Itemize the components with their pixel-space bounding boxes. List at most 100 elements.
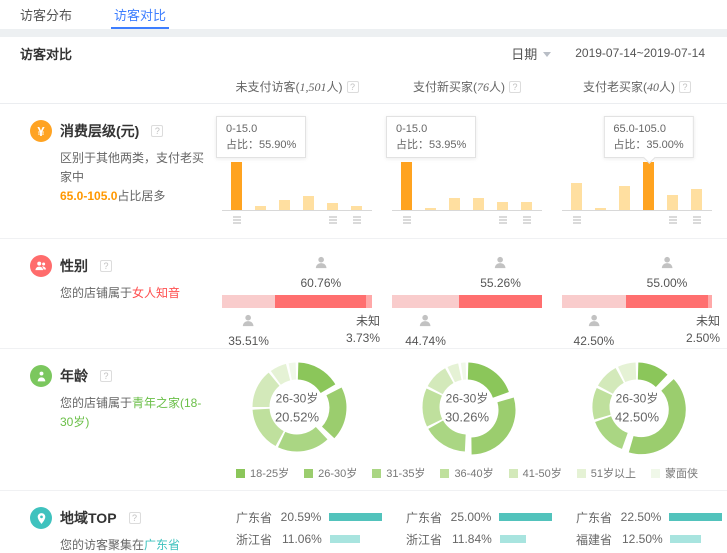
bar[interactable] [279, 200, 290, 210]
legend-label: 26-30岁 [318, 468, 358, 480]
legend-item[interactable]: 26-30岁 [304, 465, 357, 481]
region-bar[interactable] [500, 535, 526, 543]
bar[interactable] [497, 202, 508, 210]
donut-segment[interactable] [252, 408, 285, 447]
x-axis-tick-label [692, 216, 701, 218]
region-bar[interactable] [668, 513, 722, 521]
section-desc-region: 您的访客聚集在广东省 [60, 538, 181, 552]
help-icon[interactable] [346, 80, 359, 93]
legend-label: 41-50岁 [522, 468, 562, 480]
bar[interactable] [667, 195, 678, 210]
donut-segment[interactable] [321, 387, 347, 439]
legend-item[interactable]: 蒙面侠 [650, 465, 698, 481]
region-row: 浙江省 11.84% [406, 528, 552, 550]
help-icon[interactable] [100, 370, 112, 382]
donut-segment[interactable] [597, 367, 625, 395]
donut-segment[interactable] [618, 362, 637, 383]
legend-label: 36-40岁 [454, 468, 494, 480]
legend-item[interactable]: 18-25岁 [236, 465, 289, 481]
region-bar[interactable] [328, 513, 382, 521]
x-axis-line [222, 210, 372, 211]
bar[interactable] [595, 208, 606, 210]
bar-group [401, 160, 532, 210]
age-donut: 26-30岁 42.50% [585, 355, 689, 459]
bar[interactable] [521, 202, 532, 210]
legend-item[interactable]: 36-40岁 [440, 465, 494, 481]
donut-segment[interactable] [637, 362, 668, 388]
donut-center-label: 26-30岁 30.26% [445, 390, 489, 425]
donut-segment[interactable] [467, 362, 509, 399]
tab-visitor-comparison[interactable]: 访客对比 [111, 0, 170, 29]
donut-segment[interactable] [628, 379, 686, 455]
donut-segment[interactable] [270, 363, 291, 385]
donut-segment[interactable] [422, 388, 443, 427]
bar[interactable] [255, 206, 266, 210]
top-tab-bar: 访客分布 访客对比 [0, 0, 727, 29]
donut-segment[interactable] [427, 368, 454, 395]
legend-label: 51岁以上 [590, 468, 636, 480]
region-percent: 22.50% [620, 510, 662, 524]
date-range-value[interactable]: 2019-07-14~2019-07-14 [575, 46, 705, 60]
help-icon[interactable] [679, 80, 691, 93]
legend-item[interactable]: 31-35岁 [372, 465, 425, 481]
donut-segment[interactable] [428, 420, 467, 452]
bar[interactable] [473, 198, 484, 210]
gender-segment-female[interactable] [625, 295, 709, 308]
date-dropdown[interactable]: 日期 [511, 44, 552, 63]
donut-segment[interactable] [252, 372, 280, 408]
region-row: 广东省 20.59% [236, 506, 382, 528]
donut-segment[interactable] [278, 426, 328, 452]
bar-group [231, 160, 362, 210]
gender-segment-female[interactable] [459, 295, 542, 308]
region-bar[interactable] [498, 513, 552, 521]
region-bar[interactable] [330, 535, 360, 543]
donut-segment[interactable] [470, 397, 516, 455]
legend-swatch-icon [372, 468, 382, 478]
donut-segment[interactable] [447, 363, 462, 383]
bar[interactable] [327, 203, 338, 210]
bar[interactable] [571, 183, 582, 210]
gender-segment-unknown[interactable] [366, 295, 372, 308]
legend-label: 蒙面侠 [664, 468, 698, 480]
region-list-old-buyers: 广东省 22.50% 福建省 12.50% [552, 491, 722, 553]
region-bar[interactable] [670, 535, 701, 543]
region-row: 浙江省 11.06% [236, 528, 382, 550]
help-icon[interactable] [151, 125, 164, 137]
age-legend: 18-25岁 26-30岁 31-35岁 36-40岁 41-50岁 51岁以上 蒙面侠 [212, 465, 722, 481]
bar-group [571, 160, 702, 210]
column-header-row: 未支付访客(1,501人) 支付新买家(76人) 支付老买家(40人) [0, 69, 727, 104]
gender-segment-male[interactable] [562, 295, 626, 308]
bar[interactable] [351, 206, 362, 210]
region-list: 广东省 20.59% 浙江省 11.06% [236, 506, 382, 553]
donut-segment[interactable] [288, 362, 297, 381]
gender-segment-male[interactable] [222, 295, 276, 308]
bar[interactable] [643, 162, 654, 210]
gender-segment-male[interactable] [392, 295, 460, 308]
bar[interactable] [449, 198, 460, 210]
x-axis-line [562, 210, 712, 211]
x-axis-tick-label [402, 216, 411, 218]
donut-svg [252, 362, 347, 452]
bar[interactable] [401, 162, 412, 210]
legend-item[interactable]: 51岁以上 [576, 465, 636, 481]
region-name: 浙江省 [406, 532, 443, 547]
donut-segment[interactable] [297, 362, 336, 394]
tab-visitor-distribution[interactable]: 访客分布 [20, 8, 73, 23]
gender-chart: 55.00% 42.50% 未知 2.50% [562, 255, 720, 348]
bar[interactable] [619, 186, 630, 210]
help-icon[interactable] [128, 512, 141, 524]
help-icon[interactable] [100, 260, 112, 272]
bar[interactable] [303, 196, 314, 210]
bar[interactable] [425, 208, 436, 210]
legend-swatch-icon [650, 468, 660, 478]
help-icon[interactable] [509, 80, 521, 93]
gender-segment-female[interactable] [275, 295, 367, 308]
donut-segment[interactable] [592, 388, 613, 420]
legend-item[interactable]: 41-50岁 [508, 465, 562, 481]
gender-segment-unknown[interactable] [708, 295, 712, 308]
bar[interactable] [231, 162, 242, 210]
region-percent: 25.00% [450, 510, 492, 524]
bar[interactable] [691, 189, 702, 210]
donut-segment[interactable] [595, 415, 629, 449]
region-name: 浙江省 [236, 532, 273, 547]
